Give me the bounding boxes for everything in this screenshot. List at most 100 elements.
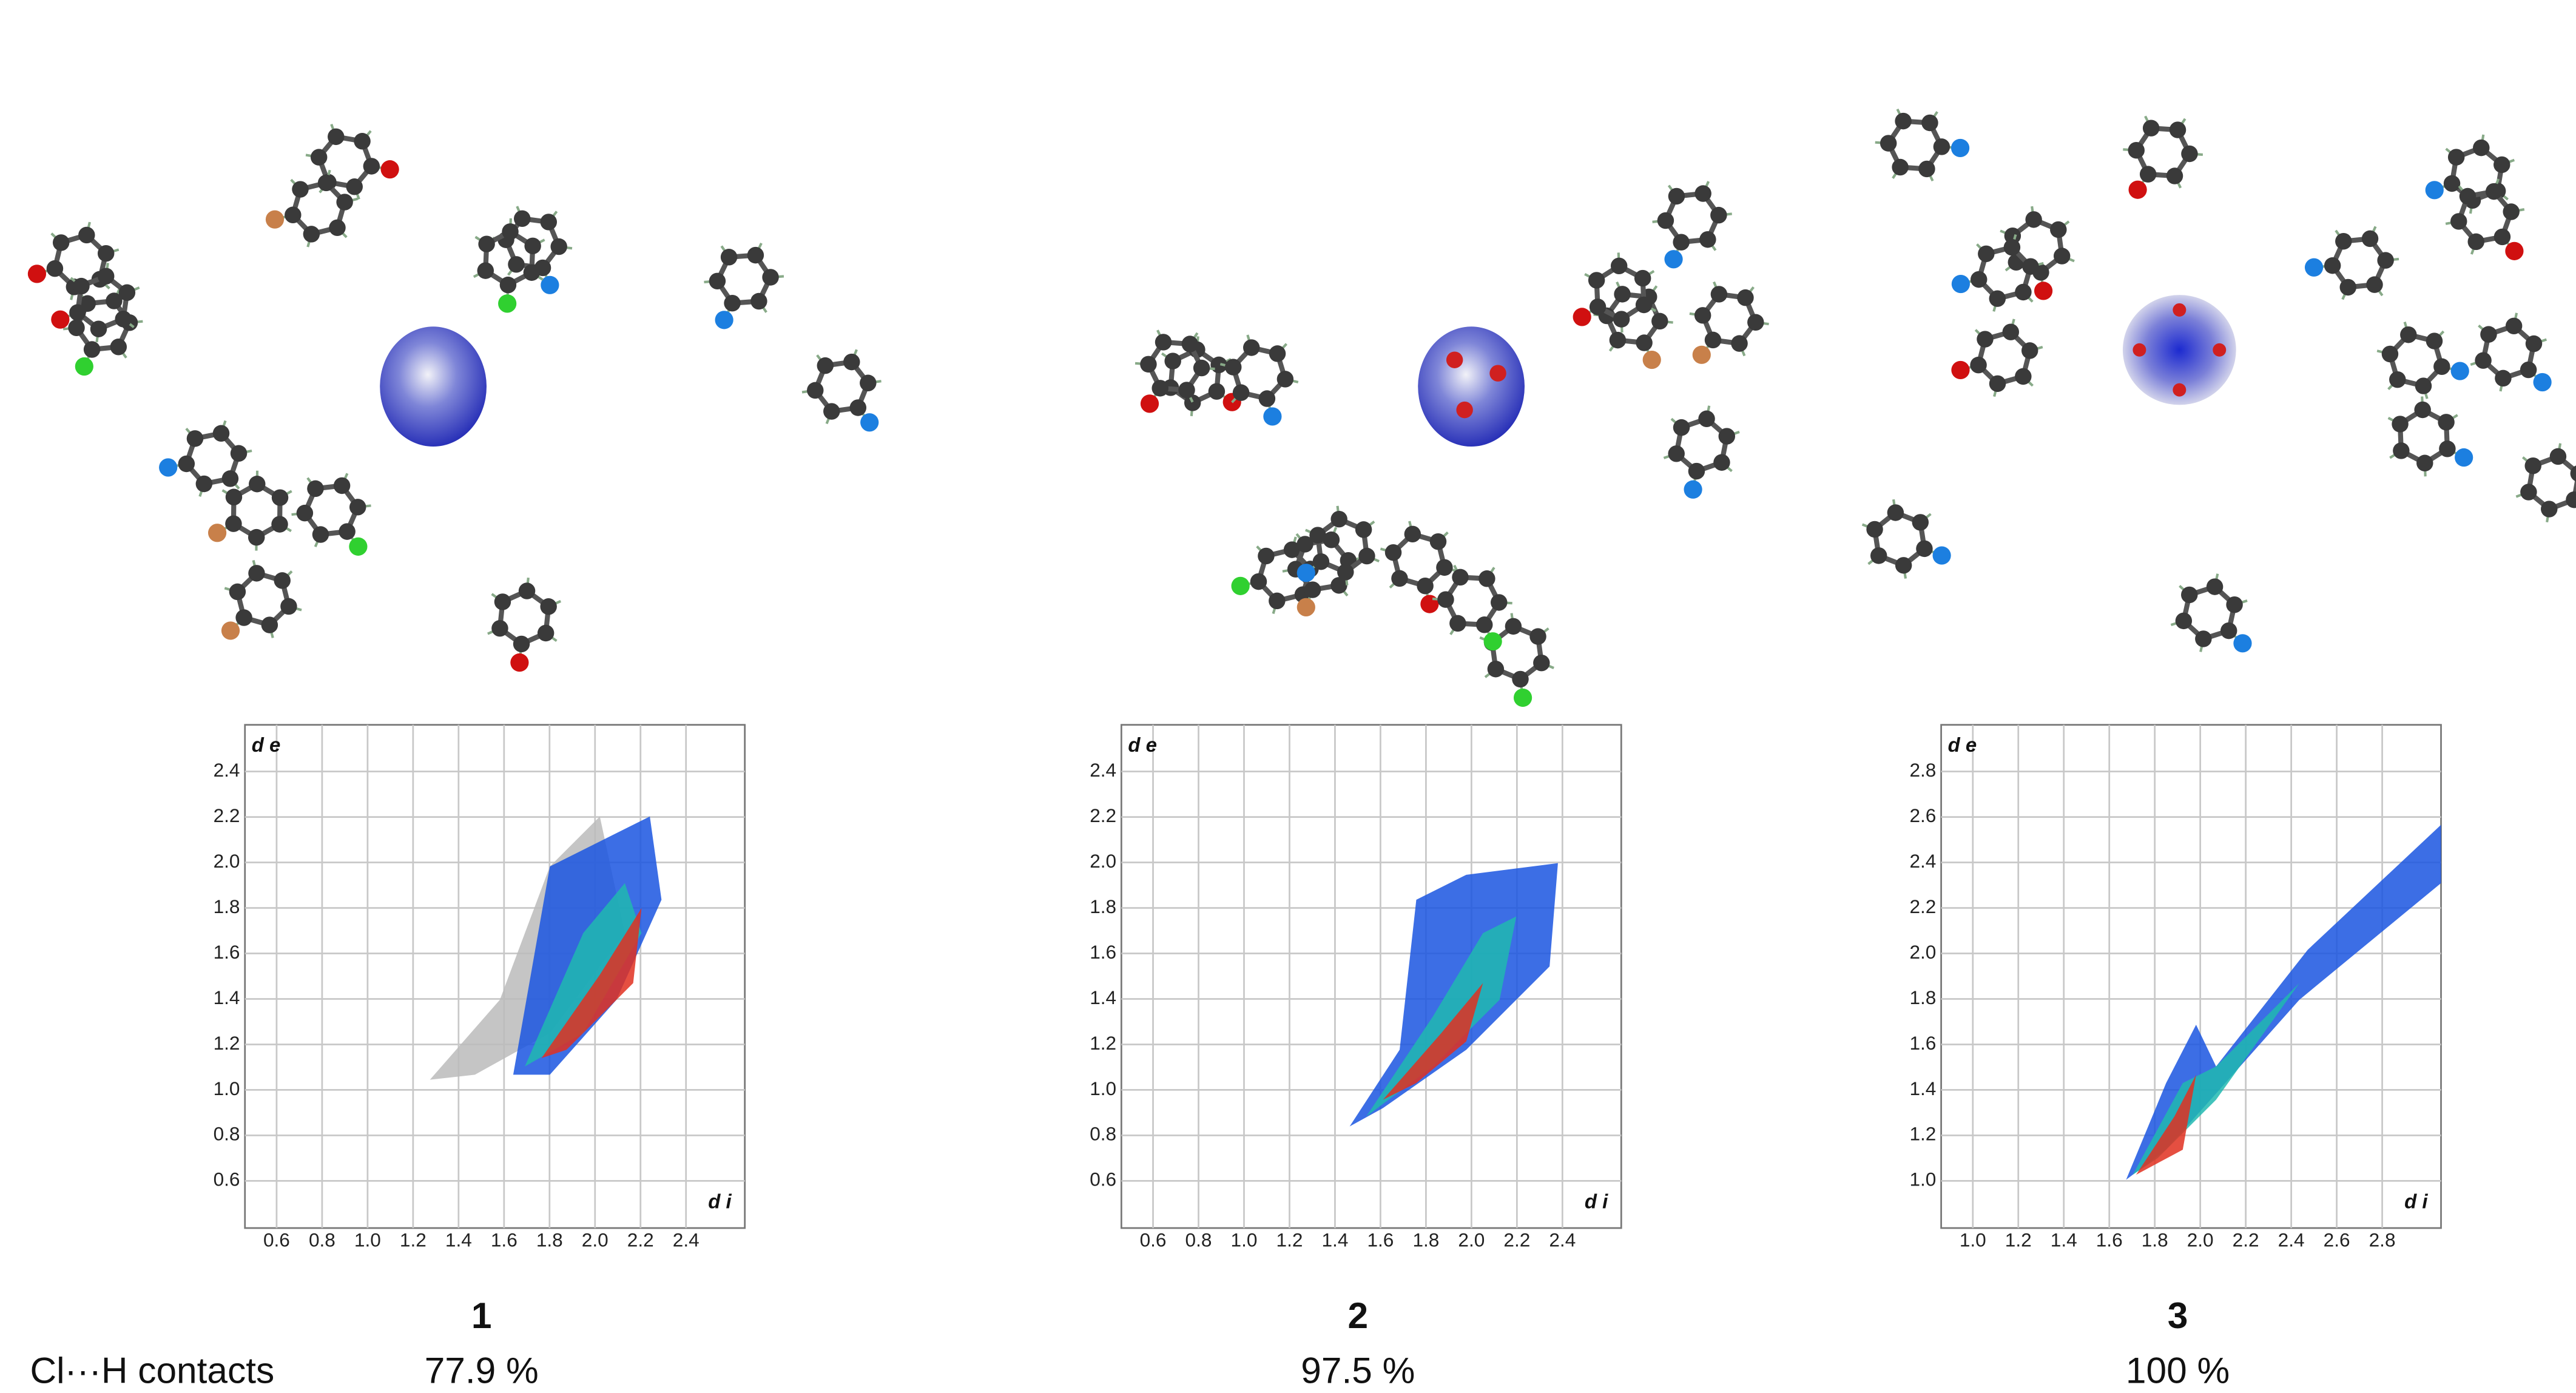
x-tick-label: 1.0 (1231, 1229, 1258, 1250)
atom (1512, 670, 1529, 688)
atom (709, 272, 726, 290)
contact-spot (2133, 343, 2146, 357)
atom (2459, 187, 2477, 205)
atom (849, 399, 867, 416)
atom (1668, 445, 1685, 462)
atom (303, 226, 320, 243)
atom (1951, 138, 1970, 158)
contact-spot (2173, 383, 2187, 397)
atom (249, 476, 266, 493)
atom (1673, 419, 1690, 436)
atom (502, 223, 519, 240)
atom (27, 265, 47, 283)
atom (2433, 358, 2450, 376)
atom (261, 616, 278, 633)
atom (2566, 491, 2576, 508)
y-tick-label: 2.0 (1909, 941, 1936, 963)
atom (1989, 375, 2006, 393)
atom (1151, 380, 1168, 397)
atom (1613, 311, 1630, 328)
atom (1417, 577, 1434, 595)
atom (97, 245, 115, 262)
atom (280, 598, 297, 615)
atom (1977, 331, 1994, 348)
atom (336, 194, 353, 211)
atom (2467, 233, 2484, 251)
atom (1694, 307, 1711, 324)
atom (363, 158, 380, 175)
atom (1452, 568, 1469, 586)
y-tick-label: 1.6 (214, 941, 240, 963)
atom (1978, 245, 1995, 263)
atom (235, 609, 252, 626)
atom (1895, 112, 1912, 130)
atom (1263, 407, 1282, 426)
atom (550, 238, 567, 255)
fingerprint-plot: 2.4 2.2 2.0 1.8 1.6 1.4 1.2 1.0 0.8 0.6 0.6 0.8 1.0 1… (214, 724, 746, 1250)
atom (494, 593, 511, 610)
atom (1870, 547, 1887, 564)
atom (1296, 598, 1315, 616)
atom (715, 311, 733, 329)
atom (2142, 120, 2160, 137)
atom (1718, 428, 1735, 445)
atom (2022, 258, 2039, 275)
atom (2439, 440, 2456, 457)
atom (1231, 576, 1250, 595)
atom (1887, 504, 1904, 521)
atom (1529, 628, 1546, 645)
atom (499, 276, 517, 294)
atom (312, 526, 329, 543)
atom (2416, 454, 2433, 472)
x-tick-label: 2.4 (1549, 1229, 1576, 1250)
atom (1476, 616, 1493, 633)
y-tick-label: 2.8 (1909, 759, 1936, 781)
atom (1404, 525, 1421, 543)
atom (186, 430, 204, 447)
atom (1436, 559, 1453, 576)
x-tick-label: 2.0 (582, 1229, 609, 1250)
atom (380, 160, 399, 179)
atom (178, 455, 195, 473)
atom (1487, 661, 1505, 678)
atom (329, 219, 346, 237)
point-cloud (2136, 1074, 2196, 1175)
y-tick-label: 2.6 (1909, 804, 1936, 826)
atom (1250, 573, 1267, 590)
atom (823, 403, 840, 420)
atom (1989, 290, 2006, 307)
atom (1258, 390, 1276, 407)
atom (860, 374, 877, 391)
atom (2034, 282, 2053, 300)
atom (1657, 212, 1674, 229)
atom (317, 174, 335, 192)
atom (1916, 540, 1933, 558)
y-tick-label: 1.0 (214, 1078, 240, 1099)
atom (2525, 335, 2543, 352)
contact-spot (1446, 351, 1463, 368)
contact-percentage: 100 % (2126, 1350, 2230, 1391)
atom (2181, 145, 2198, 163)
atom (2473, 139, 2490, 157)
fingerprint-plots: 2.4 2.2 2.0 1.8 1.6 1.4 1.2 1.0 0.8 0.6 0.6 0.8 1.0 1… (214, 724, 2442, 1391)
atom (2455, 448, 2473, 467)
atom (1688, 462, 1705, 480)
atom (2015, 283, 2032, 301)
x-tick-label: 0.6 (263, 1229, 290, 1250)
atom (1330, 510, 1347, 528)
atom (1437, 591, 1454, 608)
atom (1704, 331, 1722, 349)
atom (1269, 592, 1286, 610)
atom (2003, 238, 2021, 256)
molecule-cluster (27, 124, 882, 672)
atom (2414, 401, 2431, 419)
y-tick-label: 2.4 (1909, 850, 1936, 872)
x-tick-label: 1.8 (536, 1229, 563, 1250)
hirshfeld-surface (1418, 326, 1525, 447)
atom (349, 537, 368, 556)
atom (1232, 384, 1250, 401)
atom (540, 598, 557, 615)
plot-frame (1940, 724, 2442, 1229)
